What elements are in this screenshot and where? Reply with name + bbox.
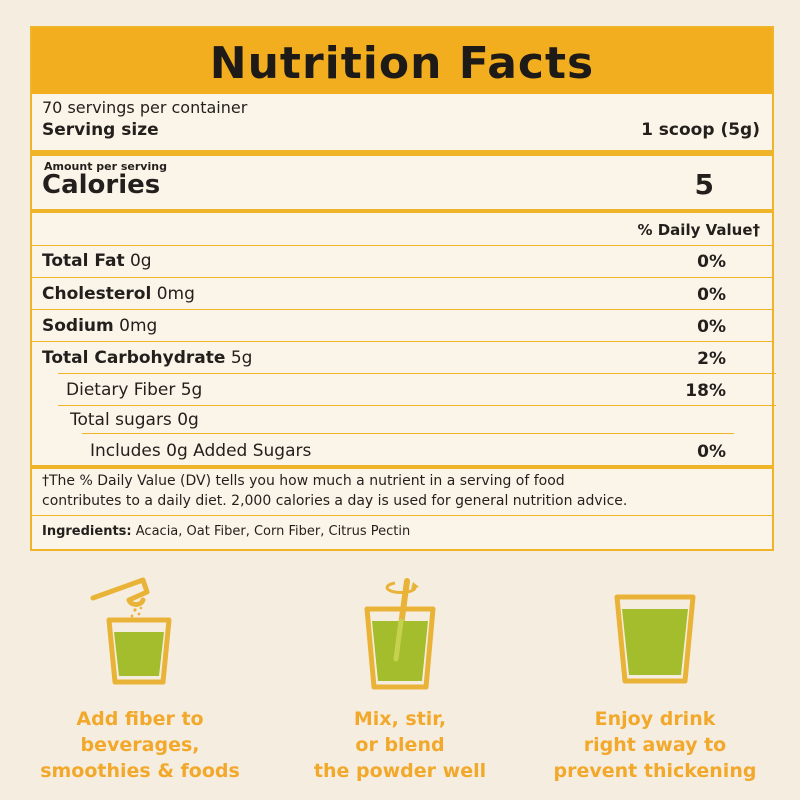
- ingredients-value: Acacia, Oat Fiber, Corn Fiber, Citrus Pe…: [135, 524, 411, 539]
- step-2-text: Mix, stir, or blend the powder well: [300, 706, 500, 784]
- nutrient-name: Sodium: [42, 316, 114, 336]
- step-line: the powder well: [313, 760, 487, 782]
- dv-sodium: 0%: [697, 317, 726, 337]
- medium-divider: [32, 465, 772, 469]
- servings-per-container: 70 servings per container: [42, 98, 248, 117]
- daily-value-header: % Daily Value†: [637, 221, 760, 239]
- thick-divider: [32, 150, 772, 156]
- step-3-text: Enjoy drink right away to prevent thicke…: [550, 706, 760, 784]
- row-divider: [32, 309, 772, 310]
- calories-value: 5: [694, 168, 714, 201]
- step-line: prevent thickening: [553, 760, 757, 782]
- dv-added-sugars: 0%: [697, 442, 726, 462]
- title-bar: Nutrition Facts: [32, 28, 772, 94]
- amount-per-serving: Amount per serving: [44, 160, 167, 173]
- nutrient-sodium: Sodium 0mg: [42, 316, 157, 336]
- serving-size-value: 1 scoop (5g): [641, 120, 760, 140]
- nutrient-name: Total Carbohydrate: [42, 348, 226, 368]
- medium-divider: [32, 209, 772, 213]
- row-divider: [32, 245, 772, 246]
- nutrient-amount: 0g: [129, 251, 152, 271]
- dv-dietary-fiber: 18%: [685, 381, 726, 401]
- step-line: Add fiber to: [76, 708, 204, 730]
- row-divider: [58, 405, 776, 406]
- serving-size-label: Serving size: [42, 120, 159, 140]
- nutrient-name: Cholesterol: [42, 284, 152, 304]
- step-line: Enjoy drink: [594, 708, 716, 730]
- calories-label: Calories: [42, 170, 161, 200]
- step-line: or blend: [355, 734, 445, 756]
- dv-total-carbohydrate: 2%: [697, 349, 726, 369]
- footnote-line-2: contributes to a daily diet. 2,000 calor…: [42, 493, 628, 509]
- footnote-line-1: †The % Daily Value (DV) tells you how mu…: [42, 473, 565, 489]
- nutrient-cholesterol: Cholesterol 0mg: [42, 284, 195, 304]
- step-line: Mix, stir,: [353, 708, 447, 730]
- step-line: beverages,: [80, 734, 200, 756]
- row-divider: [82, 433, 734, 434]
- ingredients: Ingredients: Acacia, Oat Fiber, Corn Fib…: [42, 524, 410, 539]
- stir-glass-icon: [364, 578, 436, 690]
- row-divider: [58, 373, 776, 374]
- nutrient-amount: 0mg: [156, 284, 195, 304]
- nutrient-amount: 5g: [230, 348, 253, 368]
- dv-total-fat: 0%: [697, 252, 726, 272]
- nutrient-added-sugars: Includes 0g Added Sugars: [90, 441, 312, 461]
- step-1-text: Add fiber to beverages, smoothies & food…: [40, 706, 240, 784]
- nutrient-total-sugars: Total sugars 0g: [70, 410, 199, 430]
- ingredients-label: Ingredients:: [42, 524, 132, 539]
- nutrition-facts-title: Nutrition Facts: [209, 38, 595, 89]
- nutrient-total-fat: Total Fat 0g: [42, 251, 152, 271]
- nutrient-name: Total Fat: [42, 251, 125, 271]
- row-divider: [32, 277, 772, 278]
- row-divider: [32, 341, 772, 342]
- drink-glass-icon: [614, 594, 696, 684]
- row-divider: [32, 515, 772, 516]
- nutrient-total-carbohydrate: Total Carbohydrate 5g: [42, 348, 252, 368]
- dv-cholesterol: 0%: [697, 285, 726, 305]
- nutrient-amount: 0mg: [119, 316, 158, 336]
- scoop-pour-icon: [90, 577, 172, 685]
- nutrition-facts-panel: Nutrition Facts 70 servings per containe…: [30, 26, 776, 551]
- nutrient-dietary-fiber: Dietary Fiber 5g: [66, 380, 203, 400]
- step-line: smoothies & foods: [40, 760, 240, 782]
- step-line: right away to: [583, 734, 727, 756]
